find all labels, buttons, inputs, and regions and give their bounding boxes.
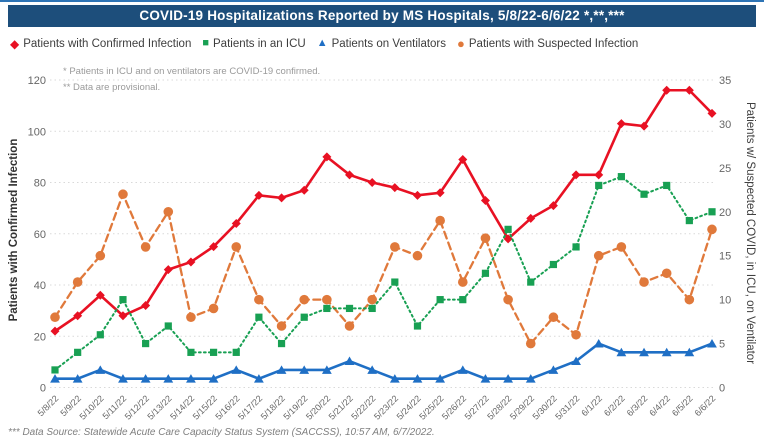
x-axis-label: 6/3/22	[625, 393, 650, 418]
top-border	[0, 0, 764, 2]
x-axis-label: 5/10/22	[77, 393, 105, 421]
legend-label: Patients in an ICU	[213, 37, 306, 50]
right-axis-tick: 15	[719, 251, 731, 263]
x-axis-label: 6/5/22	[670, 393, 695, 418]
x-axis-label: 6/4/22	[647, 393, 672, 418]
x-axis-label: 5/15/22	[191, 393, 219, 421]
series-patients-with-confirmed-infection	[50, 85, 717, 336]
legend-item-patients-with-confirmed-infection[interactable]: ◆ Patients with Confirmed Infection	[10, 38, 191, 50]
chart-title: COVID-19 Hospitalizations Reported by MS…	[139, 8, 625, 23]
x-axis-label: 5/30/22	[531, 393, 559, 421]
gridlines	[50, 79, 714, 388]
right-axis-tick: 5	[719, 339, 725, 351]
x-axis-label: 5/14/22	[168, 393, 196, 421]
legend-label: Patients on Ventilators	[331, 37, 447, 50]
footnote-provisional: ** Data are provisional.	[63, 82, 161, 93]
legend: ◆ Patients with Confirmed Infection ■ Patie…	[10, 37, 638, 50]
footnotes: * Patients in ICU and on ventilators are…	[63, 64, 320, 96]
x-axis-label: 5/20/22	[304, 393, 332, 421]
x-axis-label: 5/18/22	[259, 393, 287, 421]
left-axis-tick: 100	[28, 126, 46, 138]
legend-label: Patients with Confirmed Infection	[23, 37, 192, 50]
x-axis-label: 5/24/22	[395, 393, 423, 421]
x-axis-label: 5/26/22	[440, 393, 468, 421]
x-axis-label: 5/29/22	[508, 393, 536, 421]
series-patients-on-ventilators	[50, 338, 717, 383]
left-axis-tick: 0	[40, 383, 46, 395]
x-axis-label: 5/16/22	[213, 393, 241, 421]
left-axis-tick: 60	[34, 229, 46, 241]
triangle-icon: ▲	[316, 37, 328, 49]
square-icon: ■	[202, 37, 209, 49]
x-axis-label: 5/23/22	[372, 393, 400, 421]
x-axis-labels: 5/8/225/9/225/10/225/11/225/12/225/13/22…	[36, 393, 718, 421]
left-axis-tick: 20	[34, 331, 46, 343]
x-axis-label: 5/28/22	[485, 393, 513, 421]
left-axis-tick: 120	[28, 75, 46, 87]
left-axis-title: Patients with Confirmed Infection	[8, 138, 20, 322]
legend-item-patients-in-an-icu[interactable]: ■ Patients in an ICU	[202, 38, 305, 50]
x-axis-label: 5/17/22	[236, 393, 264, 421]
right-axis-tick: 20	[719, 207, 731, 219]
x-axis-label: 5/31/22	[553, 393, 581, 421]
legend-label: Patients with Suspected Infection	[468, 37, 639, 50]
x-axis-label: 6/1/22	[579, 393, 604, 418]
footnote-icu-ventilators: * Patients in ICU and on ventilators are…	[63, 66, 321, 77]
data-source-note: *** Data Source: Statewide Acute Care Ca…	[8, 427, 435, 438]
x-axis-label: 5/12/22	[123, 393, 151, 421]
circle-icon: ●	[457, 36, 465, 51]
chart-title-bar: COVID-19 Hospitalizations Reported by MS…	[8, 5, 756, 27]
x-axis-label: 5/25/22	[417, 393, 445, 421]
series-patients-in-an-icu	[51, 173, 716, 374]
x-axis-label: 5/22/22	[349, 393, 377, 421]
right-axis-title: Patients w/ Suspected COVID, in ICU, on …	[744, 101, 756, 365]
right-axis-tick: 30	[719, 119, 731, 131]
right-axis-tick: 0	[719, 383, 725, 395]
x-axis-label: 5/19/22	[281, 393, 309, 421]
legend-item-patients-on-ventilators[interactable]: ▲ Patients on Ventilators	[317, 38, 446, 50]
right-axis-tick: 35	[719, 75, 731, 87]
x-axis-label: 5/13/22	[145, 393, 173, 421]
x-axis-label: 5/21/22	[327, 393, 355, 421]
left-axis-tick: 40	[34, 280, 46, 292]
x-axis-label: 5/8/22	[36, 393, 61, 418]
axis-tick-labels: 0 20 40 60 80 100 120 0 5 10 15 20 25 30 35	[28, 75, 732, 395]
left-axis-tick: 80	[34, 178, 46, 190]
right-axis-tick: 25	[719, 163, 731, 175]
series-patients-with-suspected-infection	[50, 189, 717, 349]
x-axis-label: 6/6/22	[693, 393, 718, 418]
right-axis-tick: 10	[719, 295, 731, 307]
legend-item-patients-with-suspected-infection[interactable]: ● Patients with Suspected Infection	[457, 37, 638, 50]
x-axis-label: 5/27/22	[463, 393, 491, 421]
x-axis-label: 6/2/22	[602, 393, 627, 418]
diamond-icon: ◆	[10, 36, 20, 51]
